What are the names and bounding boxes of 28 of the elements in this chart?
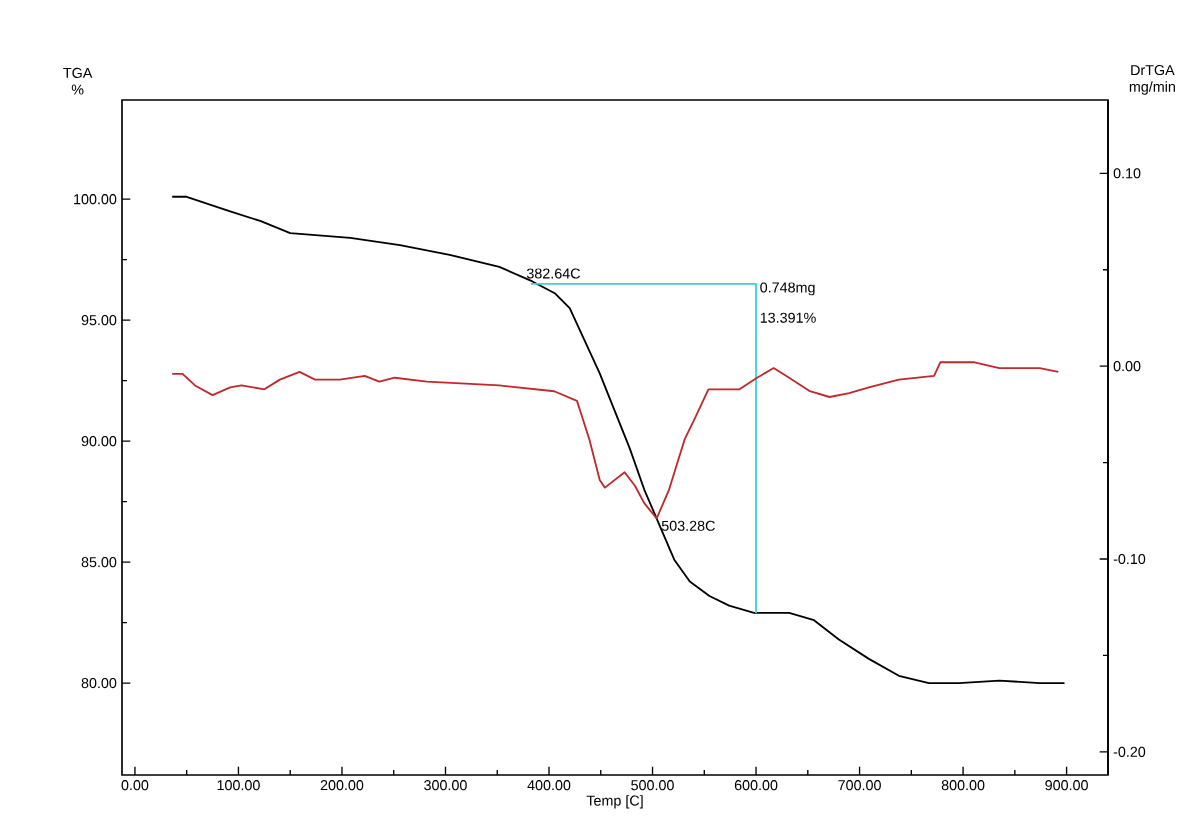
- annotation: 503.28C: [661, 520, 715, 531]
- y2-tick-label: 0.00: [1113, 361, 1141, 372]
- annotation: 0.748mg: [760, 282, 815, 296]
- y-tick-label: 80.00: [81, 677, 117, 689]
- x-tick-label: 100.00: [217, 780, 260, 791]
- x-tick-label: 600.00: [734, 780, 778, 791]
- x-tick-label: 200.00: [320, 780, 364, 791]
- x-tick-label: 700.00: [838, 780, 881, 791]
- line-series: [171, 195, 1066, 684]
- x-tick-label: 500.00: [631, 780, 674, 791]
- y-tick-label: 100.00: [74, 194, 117, 205]
- y2-axis-title: DrTGA mg/min: [1129, 64, 1175, 95]
- x-tick-label: 900.00: [1045, 780, 1088, 791]
- x-tick-label: 0.00: [121, 780, 149, 791]
- x-axis-title: Temp [C]: [586, 795, 643, 809]
- y-tick-label: 85.00: [81, 557, 117, 568]
- y-axis-title: TGA %: [63, 67, 93, 95]
- annotation: 13.391%: [760, 312, 816, 323]
- y-tick-label: 95.00: [81, 315, 117, 326]
- y2-tick-label: -0.10: [1113, 553, 1146, 565]
- x-tick-label: 300.00: [424, 780, 467, 791]
- y2-tick-label: 0.10: [1113, 168, 1141, 179]
- x-tick-label: 400.00: [527, 780, 571, 791]
- y-tick-label: 90.00: [81, 436, 117, 447]
- annotation: 382.64C: [526, 268, 580, 279]
- x-tick-label: 800.00: [941, 780, 985, 791]
- line-series: [171, 361, 1060, 520]
- y2-tick-label: -0.20: [1113, 746, 1146, 757]
